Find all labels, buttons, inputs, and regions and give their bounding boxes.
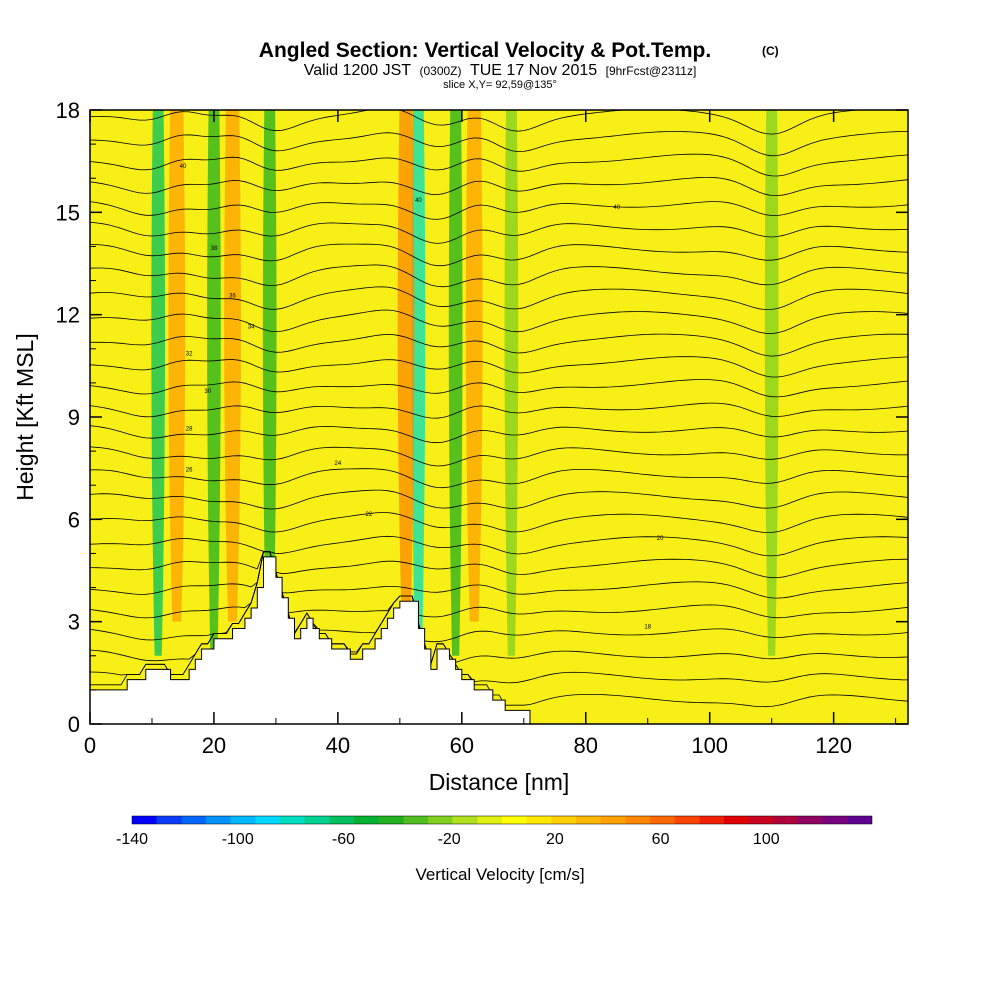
- y-tick-label: 18: [56, 98, 80, 123]
- contour-label: 22: [366, 512, 373, 518]
- subtitle-zulu: (0300Z): [419, 64, 461, 78]
- y-tick-label: 12: [56, 303, 80, 328]
- isentrope-line: [90, 176, 908, 197]
- x-tick-label: 120: [815, 733, 852, 758]
- updraft-band: [465, 110, 483, 622]
- contour-label: 28: [186, 427, 193, 433]
- terrain-mask: [90, 556, 531, 724]
- isentrope-line: [90, 551, 908, 643]
- contour-label: 40: [415, 198, 422, 204]
- isentrope-line: [90, 221, 908, 244]
- x-axis-label: Distance [nm]: [429, 769, 570, 795]
- colorbar-tick-label: 60: [652, 831, 670, 848]
- contour-label: 40: [613, 205, 620, 211]
- contour-label: 30: [204, 389, 211, 395]
- updraft-band: [397, 110, 415, 622]
- x-tick-label: 100: [691, 733, 728, 758]
- updraft-band: [224, 110, 241, 622]
- chart-subtitle: Valid 1200 JST (0300Z) TUE 17 Nov 2015 […: [304, 62, 697, 79]
- colorbar-tick-label: 20: [546, 831, 564, 848]
- chart-title-unit: (C): [762, 44, 779, 58]
- y-tick-label: 9: [68, 405, 80, 430]
- contour-labels: 40 40 40 38 36 34 32 30 28 26 24 22 20 18: [180, 164, 665, 631]
- x-tick-label: 20: [202, 733, 226, 758]
- contour-label: 38: [211, 246, 218, 252]
- isentrope-line: [90, 264, 908, 288]
- isentrope-line: [90, 551, 908, 579]
- y-tick-label: 3: [68, 610, 80, 635]
- isentrope-line: [90, 356, 908, 378]
- isentrope-line: [90, 535, 908, 557]
- colorbar-tick-label: -60: [332, 831, 355, 848]
- chart-title: Angled Section: Vertical Velocity & Pot.…: [259, 39, 711, 62]
- downdraft-band: [448, 110, 463, 656]
- isentrope-line: [90, 551, 908, 599]
- isentrope-line: [90, 425, 908, 444]
- subtitle-forecast: [9hrFcst@2311z]: [606, 64, 697, 78]
- isentrope-line: [90, 131, 908, 157]
- isentrope-line: [90, 243, 908, 267]
- y-tick-label: 0: [68, 712, 80, 737]
- subtitle-date: TUE 17 Nov 2015: [470, 62, 597, 79]
- isentrope-line: [90, 468, 908, 489]
- colorbar-bar: [131, 815, 873, 825]
- contour-label: 26: [186, 468, 193, 474]
- colorbar: -140 -100 -60 -20 20 60 100: [116, 815, 873, 848]
- colorbar-ticks: -140 -100 -60 -20 20 60 100: [116, 831, 780, 848]
- colorbar-tick-label: -100: [222, 831, 254, 848]
- contour-label: 40: [180, 164, 187, 170]
- isentrope-line: [90, 512, 908, 534]
- downdraft-band: [262, 110, 277, 656]
- x-tick-label: 60: [450, 733, 474, 758]
- updraft-band: [168, 110, 186, 622]
- colorbar-tick-label: 100: [753, 831, 780, 848]
- contour-label: 34: [248, 324, 255, 330]
- isentrope-line: [90, 110, 908, 135]
- isentrope-line: [90, 379, 908, 398]
- contour-label: 20: [657, 536, 664, 542]
- colorbar-label: Vertical Velocity [cm/s]: [415, 865, 584, 884]
- isentrope-line: [90, 551, 908, 619]
- x-tick-label: 40: [326, 733, 350, 758]
- y-axis-label: Height [Kft MSL]: [12, 333, 38, 500]
- colorbar-tick-label: -140: [116, 831, 148, 848]
- isentrope-line: [90, 309, 908, 335]
- downdraft-band: [411, 110, 426, 656]
- x-tick-label: 0: [84, 733, 96, 758]
- velocity-bands: [151, 110, 779, 656]
- contour-label: 24: [335, 461, 342, 467]
- isentrope-line: [90, 153, 908, 177]
- x-axis: 0 20 40 60 80 100 120: [84, 110, 897, 758]
- isentrope-line: [90, 333, 908, 357]
- isentrope-line: [90, 551, 908, 666]
- downdraft-band: [764, 110, 779, 656]
- potential-temperature-contours: [90, 110, 908, 708]
- y-tick-label: 6: [68, 507, 80, 532]
- subtitle-valid: Valid 1200 JST: [304, 62, 412, 79]
- isentrope-line: [90, 201, 908, 220]
- isentrope-line: [90, 446, 908, 467]
- contour-label: 32: [186, 352, 193, 358]
- downdraft-band: [207, 110, 221, 656]
- y-tick-label: 15: [56, 200, 80, 225]
- contour-label: 36: [229, 294, 236, 300]
- isentrope-line: [90, 402, 908, 419]
- plot-area: 40 40 40 38 36 34 32 30 28 26 24 22 20 18: [90, 110, 908, 724]
- colorbar-tick-label: -20: [438, 831, 461, 848]
- isentrope-line: [90, 286, 908, 311]
- x-tick-label: 80: [574, 733, 598, 758]
- isentrope-line: [90, 489, 908, 510]
- slice-label: slice X,Y= 92,59@135°: [443, 79, 557, 91]
- contour-label: 18: [644, 624, 651, 630]
- downdraft-band: [504, 110, 519, 656]
